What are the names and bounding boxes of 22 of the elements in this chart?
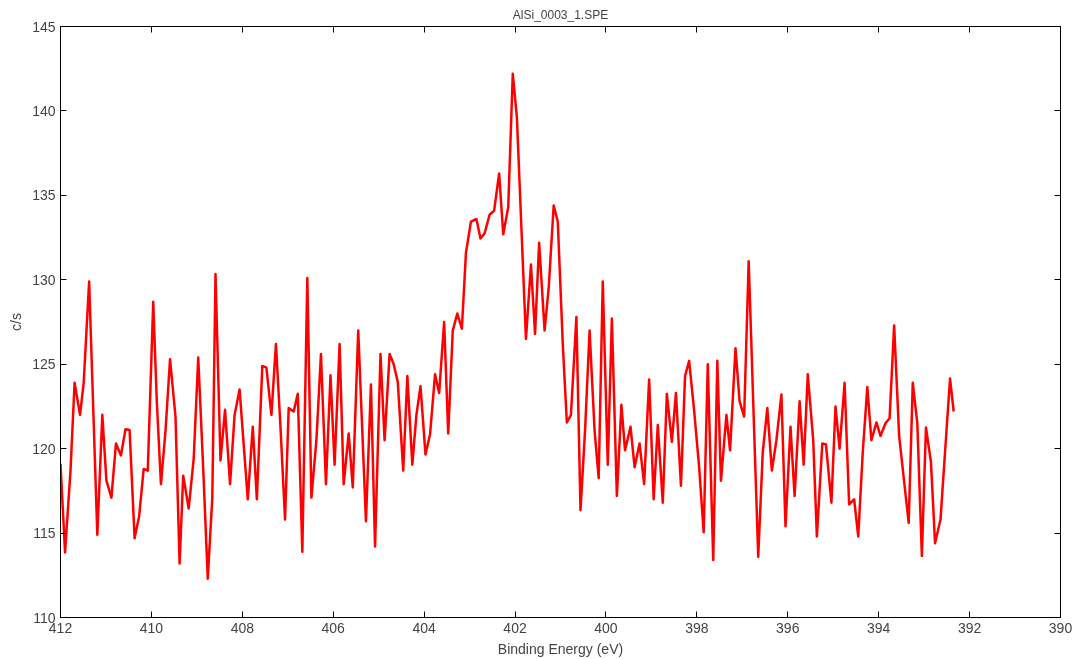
y-tick-label: 135 (32, 187, 56, 204)
x-tick-label: 404 (412, 619, 437, 636)
line-series (60, 72, 955, 580)
y-tick-label: 115 (33, 525, 56, 542)
x-tick-label: 394 (867, 619, 891, 636)
x-tick-label: 400 (594, 619, 618, 636)
x-tick-label: 406 (321, 619, 346, 636)
x-tick-label: 390 (1048, 619, 1073, 636)
x-tick-label: 410 (139, 619, 164, 636)
x-tick-label: 396 (776, 619, 800, 636)
y-tick-label: 125 (32, 356, 56, 373)
x-tick-label: 398 (685, 619, 709, 636)
y-tick-label: 130 (32, 271, 56, 288)
y-tick-label: 145 (32, 18, 56, 35)
x-tick-label: 408 (230, 619, 255, 636)
x-tick-label: 392 (957, 619, 982, 636)
y-tick-label: 140 (32, 102, 56, 119)
y-tick-label: 120 (32, 440, 56, 457)
y-axis-title: c/s (8, 313, 25, 331)
chart-title: AlSi_0003_1.SPE (512, 7, 609, 22)
x-tick-label: 402 (503, 619, 527, 636)
x-axis-title: Binding Energy (eV) (497, 640, 624, 657)
